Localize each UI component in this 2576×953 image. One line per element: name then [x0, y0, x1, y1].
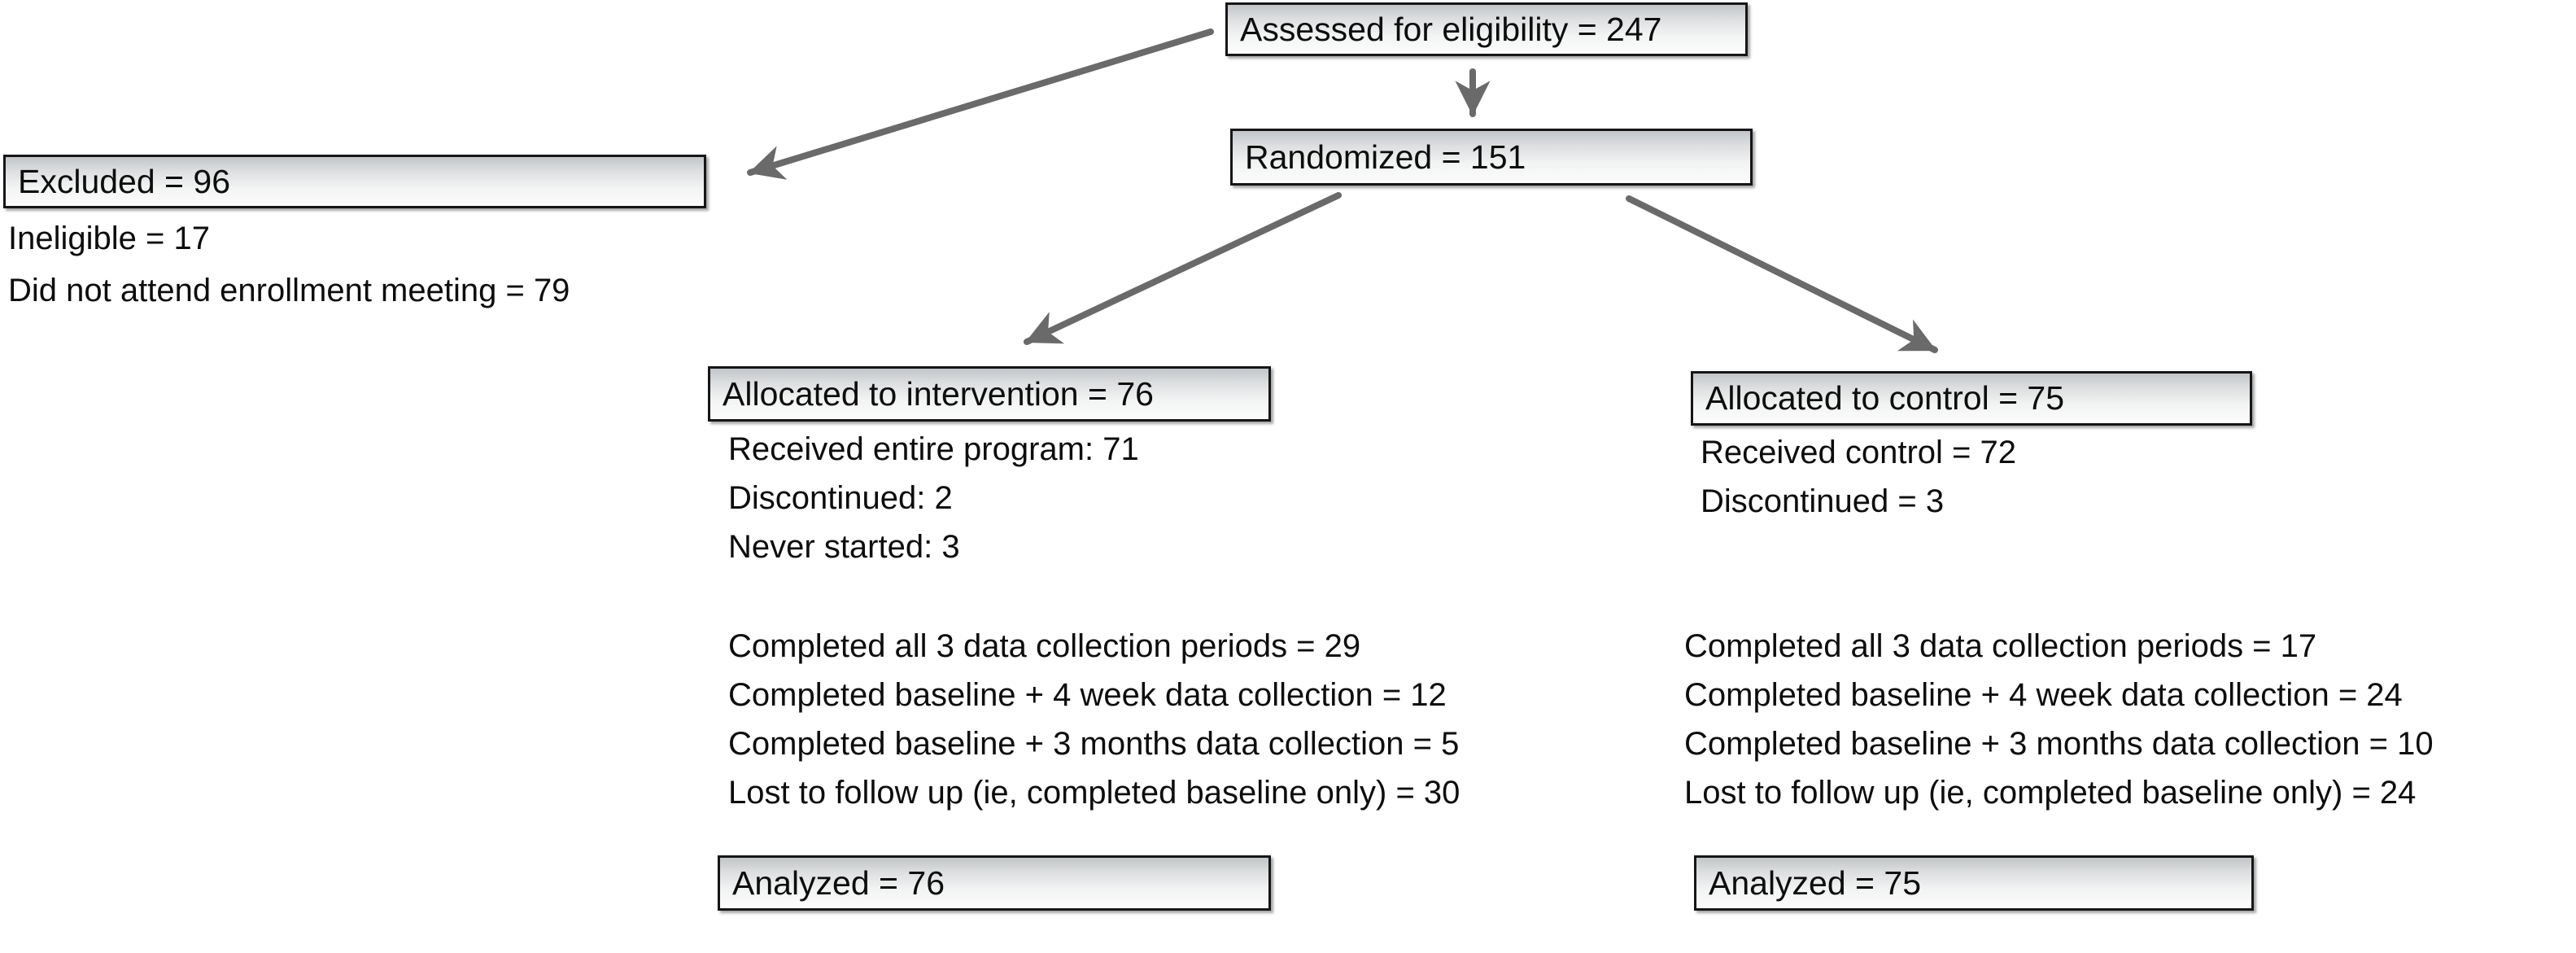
control-completed-all-line: Completed all 3 data collection periods …	[1684, 628, 2317, 664]
analyzed-control-label: Analyzed = 75	[1709, 863, 1921, 902]
intervention-completed-4week-line: Completed baseline + 4 week data collect…	[728, 677, 1447, 713]
allocated-intervention-label: Allocated to intervention = 76	[723, 374, 1154, 413]
intervention-discontinued-line: Discontinued: 2	[728, 480, 953, 516]
intervention-received-line: Received entire program: 71	[728, 431, 1139, 467]
excluded-details: Ineligible = 17 Did not attend enrollmen…	[8, 212, 570, 317]
arrow-randomized-to-intervention	[1024, 192, 1342, 345]
intervention-completed-all-line: Completed all 3 data collection periods …	[728, 628, 1361, 664]
control-received-line: Received control = 72	[1701, 435, 2017, 470]
allocated-control-label: Allocated to control = 75	[1705, 379, 2065, 417]
control-lost-followup-line: Lost to follow up (ie, completed baselin…	[1684, 775, 2417, 811]
intervention-followup-details: Completed all 3 data collection periods …	[728, 622, 1460, 817]
allocated-intervention-box: Allocated to intervention = 76	[708, 366, 1271, 422]
assessed-box: Assessed for eligibility = 247	[1225, 2, 1748, 56]
assessed-label: Assessed for eligibility = 247	[1240, 10, 1662, 48]
allocated-control-box: Allocated to control = 75	[1691, 371, 2252, 426]
arrow-randomized-to-control	[1626, 195, 1938, 353]
excluded-label: Excluded = 96	[18, 162, 230, 200]
intervention-allocation-details: Received entire program: 71 Discontinued…	[728, 425, 1139, 571]
randomized-label: Randomized = 151	[1245, 138, 1526, 176]
excluded-detail-ineligible: Ineligible = 17	[8, 221, 210, 256]
analyzed-intervention-label: Analyzed = 76	[732, 863, 945, 902]
control-allocation-details: Received control = 72 Discontinued = 3	[1701, 428, 2016, 526]
excluded-detail-no-enrollment: Did not attend enrollment meeting = 79	[8, 273, 570, 308]
analyzed-control-box: Analyzed = 75	[1694, 855, 2254, 911]
intervention-lost-followup-line: Lost to follow up (ie, completed baselin…	[728, 775, 1460, 811]
intervention-never-started-line: Never started: 3	[728, 529, 960, 565]
arrow-assessed-to-excluded	[747, 28, 1214, 180]
control-completed-3month-line: Completed baseline + 3 months data colle…	[1684, 726, 2434, 762]
excluded-box: Excluded = 96	[3, 155, 706, 208]
control-discontinued-line: Discontinued = 3	[1701, 483, 1945, 519]
analyzed-intervention-box: Analyzed = 76	[718, 855, 1271, 911]
control-followup-details: Completed all 3 data collection periods …	[1684, 622, 2434, 817]
randomized-box: Randomized = 151	[1230, 129, 1753, 186]
intervention-completed-3month-line: Completed baseline + 3 months data colle…	[728, 726, 1460, 762]
control-completed-4week-line: Completed baseline + 4 week data collect…	[1684, 677, 2403, 713]
